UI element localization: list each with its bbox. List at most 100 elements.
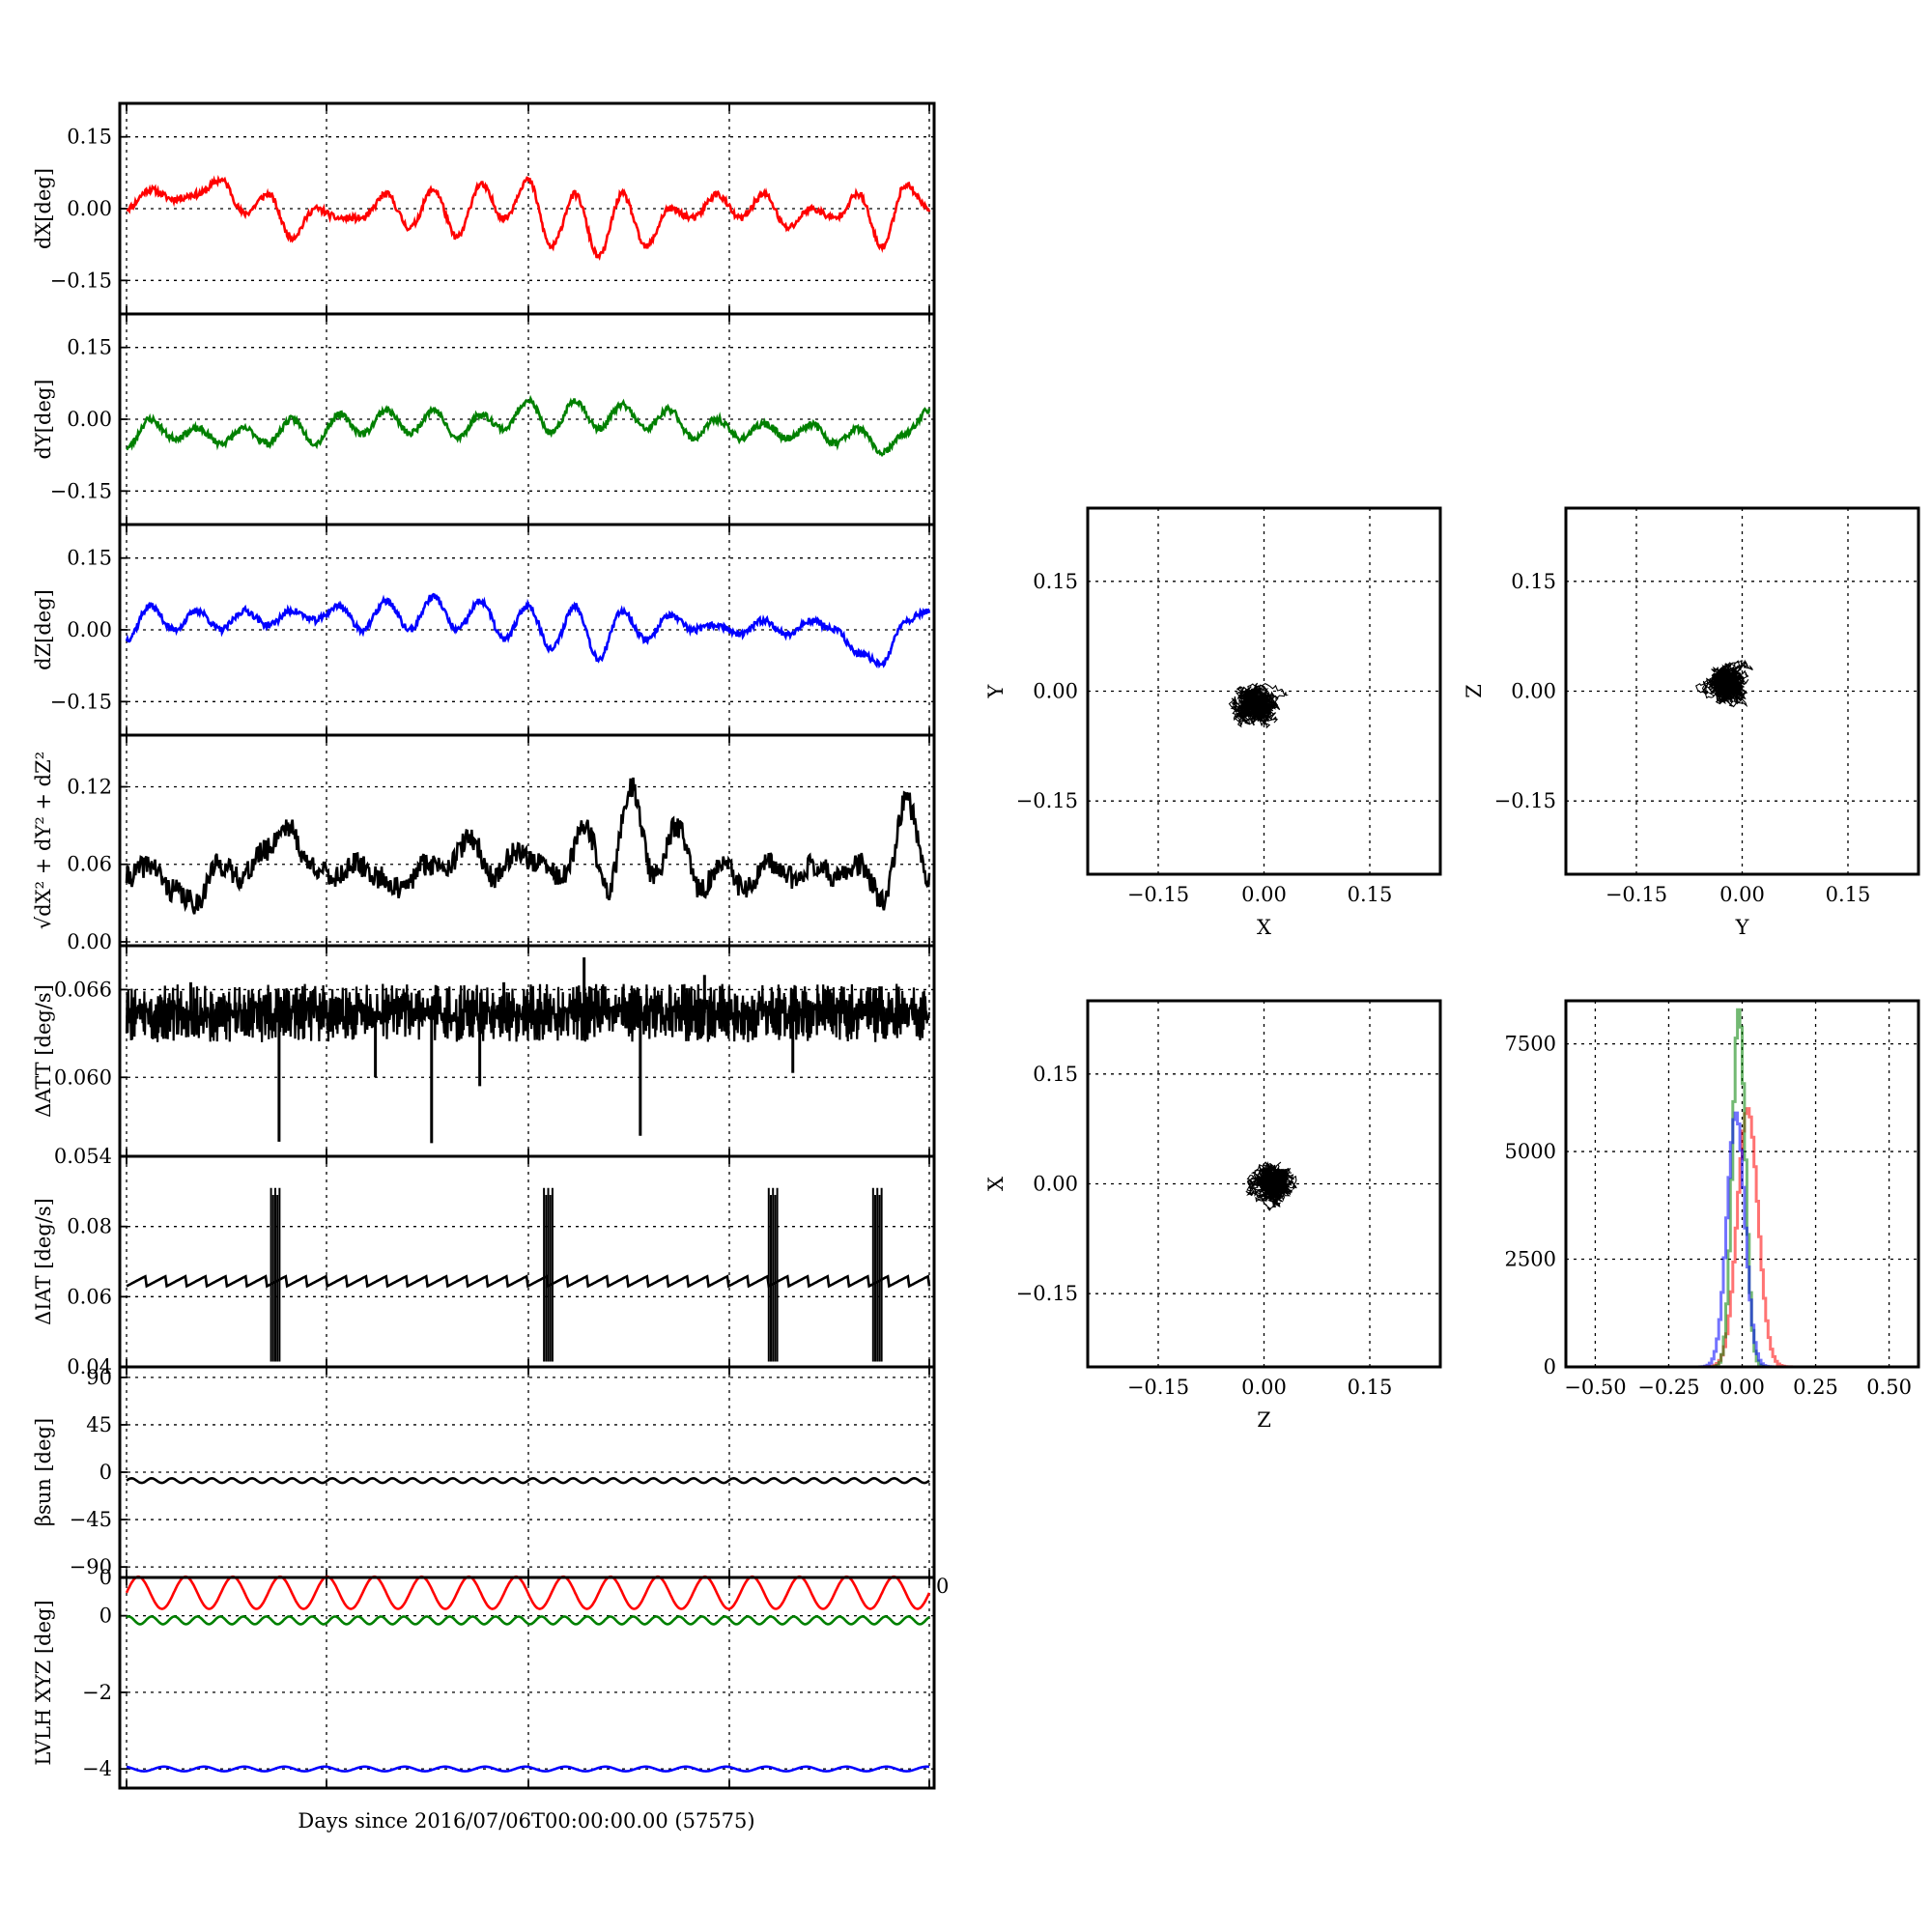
ytick-label: 0.12 [67,775,112,798]
xtick-label: 0.00 [1241,1376,1287,1399]
ytick-label: −0.15 [1016,1282,1078,1305]
ytick-label: 0.15 [67,547,112,570]
x-axis-label: Days since 2016/07/06T00:00:00.00 (57575… [298,1809,754,1833]
y-axis-label: √dX² + dY² + dZ² [32,752,55,929]
ytick-label: −4 [82,1757,112,1780]
scatter-trace [1695,659,1753,708]
xtick-label: −0.15 [1127,883,1189,906]
ytick-label: 5000 [1505,1140,1556,1163]
series-dX [126,174,931,262]
ytick-label: 90 [86,1366,112,1389]
ytick-label: 0.08 [67,1215,112,1238]
ytick-label: −0.15 [50,690,112,713]
xtick-label: −0.25 [1637,1376,1699,1399]
ytick-label: 0 [99,1566,112,1589]
panel-beta: 90 45 0 −45 −90 βsun [deg] [32,1365,936,1579]
scatter-trace [1228,682,1290,729]
panel-frame [118,1154,936,1369]
ytick-label: 0 [99,1461,112,1484]
panel-frame [118,1576,936,1790]
ytick-label: 0.15 [67,336,112,359]
panel-frame [1086,999,1442,1369]
x-axis-label: Y [1735,916,1750,939]
ytick-label: 0.00 [67,408,112,431]
xtick-label: 0.00 [1719,883,1765,906]
ytick-label: 0.15 [67,126,112,149]
ytick-label: 0.06 [67,853,112,876]
xtick-label: −0.15 [1605,883,1667,906]
hist-series-2 [1566,1111,1918,1369]
y-axis-label: ΔATT [deg/s] [32,984,55,1118]
panel-frame [1564,999,1920,1369]
xtick-label: 0.15 [1348,1376,1393,1399]
xtick-label: −0.15 [1127,1376,1189,1399]
ytick-label: 0.054 [54,1145,112,1168]
ytick-label: 0.066 [54,978,112,1001]
series-dY [126,394,931,458]
panel-frame [118,733,936,948]
panel-dATT: 0.066 0.060 0.054 ΔATT [deg/s] [32,944,936,1168]
series-beta-0 [126,1476,930,1485]
panel-frame [118,1365,936,1579]
panel-dIAT: 0.08 0.06 0.04 ΔIAT [deg/s] [32,1154,936,1378]
ytick-label: 0.00 [1033,1173,1078,1196]
panel-frame [118,312,936,526]
series-lvlh-2 [126,1765,930,1773]
scatter-ZX: −0.15 −0.15 0.00 0.00 0.15 0.15 Z X [984,999,1442,1432]
xtick-label: 0.00 [1719,1376,1765,1399]
series-lvlh-1 [126,1615,930,1626]
edge-label: 0 [936,1575,949,1598]
ytick-label: −0.15 [1016,789,1078,812]
ytick-label: 7500 [1505,1033,1556,1056]
xtick-label: 0.25 [1793,1376,1838,1399]
scatter-YZ: −0.15 −0.15 0.00 0.00 0.15 0.15 Y Z [1463,506,1920,939]
series-dR [125,777,931,915]
x-axis-label: X [1257,916,1271,939]
ytick-label: 0.15 [1033,1063,1078,1086]
panel-dR: 0.12 0.06 0.00 √dX² + dY² + dZ² [32,733,936,953]
panel-frame [1086,506,1442,876]
ytick-label: −0.15 [50,269,112,292]
ytick-label: −45 [70,1508,112,1531]
ytick-label: 0 [1544,1355,1556,1378]
ytick-label: 0.00 [1033,680,1078,703]
panel-frame [118,523,936,737]
panel-dY: 0.15 0.00 −0.15 dY[deg] [32,312,936,526]
series-dIAT [126,1274,931,1289]
scatter-XY: −0.15 −0.15 0.00 0.00 0.15 0.15 X Y [984,506,1442,939]
xtick-label: 0.00 [1241,883,1287,906]
y-axis-label: ΔIAT [deg/s] [32,1198,55,1325]
y-axis-label: dX[deg] [32,168,55,249]
y-axis-label: Z [1463,684,1486,698]
xtick-label: 0.15 [1348,883,1393,906]
y-axis-label: dY[deg] [32,379,55,459]
panel-dZ: 0.15 0.00 −0.15 dZ[deg] [32,523,936,737]
xtick-label: 0.50 [1866,1376,1912,1399]
ytick-label: 0.15 [1511,570,1556,593]
y-axis-label: X [984,1177,1008,1191]
ytick-label: 0.00 [67,618,112,641]
y-axis-label: LVLH XYZ [deg] [32,1600,55,1765]
x-axis-label: Z [1257,1408,1271,1432]
ytick-label: 0.15 [1033,570,1078,593]
series-dZ [125,592,931,669]
ytick-label: 0 [99,1605,112,1628]
y-axis-label: βsun [deg] [32,1418,55,1526]
ytick-label: 45 [86,1413,112,1436]
panel-dX: 0.15 0.00 −0.15 dX[deg] [32,101,936,316]
ytick-label: 2500 [1505,1248,1556,1271]
ytick-label: 0.06 [67,1285,112,1308]
ytick-label: 0.00 [67,930,112,953]
ytick-label: 0.04 [67,1355,112,1378]
panel-lvlh: 0 0 −2 −4 0 Days since 2016/07/06T00:00:00.00… [32,1566,949,1833]
ytick-label: 0.00 [1511,680,1556,703]
xtick-label: −0.50 [1564,1376,1626,1399]
ytick-label: −0.15 [50,479,112,502]
xtick-label: 0.15 [1826,883,1871,906]
scatter-trace [1245,1161,1297,1211]
y-axis-label: Y [984,683,1008,698]
histogram: −0.50 −0.25 0.00 0.25 0.50 0 2500 5000 7500 [1505,999,1920,1399]
panel-frame [1564,506,1920,876]
y-axis-label: dZ[deg] [32,589,55,670]
